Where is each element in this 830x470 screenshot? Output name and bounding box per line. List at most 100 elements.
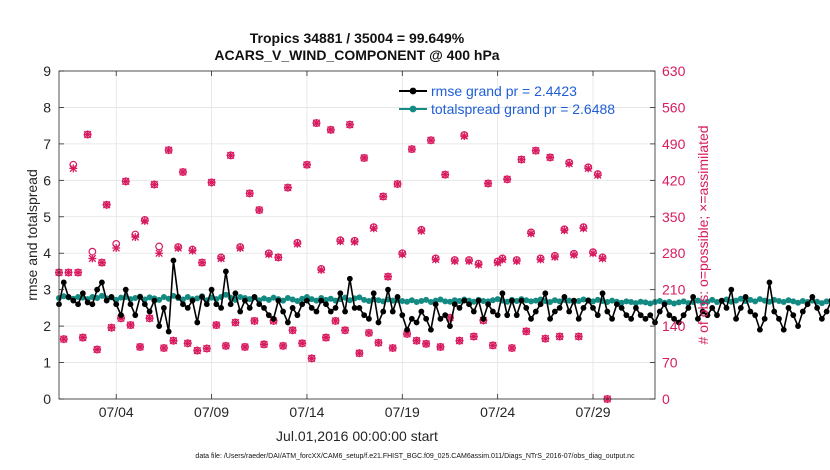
rmse-point — [470, 308, 477, 315]
rmse-point — [513, 312, 520, 319]
obs-assimilated-point — [236, 244, 245, 252]
rmse-point — [370, 290, 377, 297]
rmse-point — [776, 315, 782, 322]
rmse-point — [189, 297, 196, 304]
rmse-point — [780, 326, 787, 333]
obs-assimilated-point — [198, 258, 206, 267]
obs-assimilated-point — [369, 224, 378, 233]
obs-assimilated-mark — [326, 125, 335, 134]
left-tick-label: 1 — [43, 355, 51, 371]
totalspread-point — [780, 299, 787, 306]
obs-assimilated-point — [345, 120, 354, 129]
obs-assimilated-mark — [117, 314, 125, 323]
totalspread-point — [623, 298, 630, 305]
rmse-point — [180, 301, 186, 308]
totalspread-point — [361, 296, 368, 303]
obs-assimilated-point — [460, 132, 469, 141]
rmse-point — [218, 304, 225, 311]
obs-assimilated-mark — [460, 132, 469, 141]
rmse-point — [766, 279, 773, 286]
rmse-point — [604, 308, 611, 315]
obs-assimilated-mark — [393, 180, 402, 188]
obs-assimilated-point — [169, 336, 178, 345]
obs-assimilated-mark — [555, 332, 564, 341]
totalspread-point — [98, 292, 105, 299]
right-tick-label: 210 — [662, 282, 686, 298]
obs-assimilated-point — [131, 233, 140, 242]
obs-assimilated-mark — [527, 229, 535, 238]
obs-assimilated-mark — [360, 153, 369, 162]
totalspread-point — [146, 294, 153, 301]
rmse-point — [308, 304, 315, 311]
rmse-point — [623, 312, 630, 319]
obs-assimilated-point — [78, 333, 87, 342]
rmse-point — [351, 304, 358, 311]
right-tick-label: 630 — [662, 63, 686, 79]
obs-assimilated-mark — [88, 254, 97, 263]
rmse-point — [208, 286, 215, 293]
obs-assimilated-point — [221, 341, 230, 350]
totalspread-point — [580, 296, 587, 303]
rmse-point — [428, 326, 434, 333]
obs-assimilated-point — [527, 229, 535, 238]
rmse-point — [380, 308, 387, 315]
left-tick-label: 0 — [43, 391, 51, 407]
rmse-point — [280, 308, 286, 315]
totalspread-point — [75, 293, 82, 300]
obs-assimilated-point — [302, 160, 311, 169]
data-file-footnote: data file: /Users/raeder/DAI/ATM_forcXX/… — [195, 453, 635, 460]
obs-assimilated-mark — [107, 323, 116, 332]
rmse-point — [132, 312, 139, 319]
obs-assimilated-point — [517, 155, 526, 164]
totalspread-point — [494, 296, 501, 303]
obs-assimilated-mark — [102, 200, 111, 209]
obs-assimilated-mark — [503, 175, 512, 184]
obs-assimilated-point — [574, 332, 583, 341]
obs-assimilated-point — [426, 136, 435, 145]
right-tick-label: 350 — [662, 209, 686, 225]
rmse-point — [113, 301, 120, 308]
left-tick-label: 5 — [43, 209, 51, 225]
rmse-point — [232, 290, 239, 297]
obs-assimilated-mark — [546, 153, 555, 162]
obs-assimilated-mark — [441, 170, 450, 179]
obs-assimilated-mark — [121, 177, 130, 186]
rmse-point — [442, 312, 449, 319]
rmse-point — [60, 279, 67, 286]
rmse-point — [413, 319, 420, 326]
rmse-point — [213, 301, 220, 308]
obs-assimilated-point — [145, 314, 154, 323]
obs-assimilated-mark — [183, 339, 192, 348]
obs-assimilated-point — [336, 237, 345, 246]
obs-assimilated-point — [217, 254, 226, 263]
totalspread-point — [427, 299, 434, 306]
totalspread-point — [399, 297, 406, 304]
obs-assimilated-mark — [202, 344, 211, 353]
rmse-point — [237, 308, 244, 315]
obs-assimilated-mark — [455, 336, 464, 345]
rmse-point — [666, 312, 673, 319]
obs-assimilated-point — [293, 239, 302, 248]
rmse-point — [737, 304, 744, 311]
rmse-point — [704, 312, 711, 319]
obs-assimilated-mark — [298, 339, 307, 348]
x-tick-label: 07/09 — [194, 404, 229, 420]
obs-assimilated-point — [288, 326, 297, 335]
rmse-point — [156, 323, 163, 330]
rmse-point — [637, 312, 644, 319]
rmse-point — [346, 275, 353, 282]
totalspread-point — [375, 297, 382, 304]
obs-assimilated-point — [569, 250, 578, 259]
totalspread-point — [766, 298, 773, 305]
totalspread-point — [737, 295, 744, 302]
rmse-point — [265, 312, 272, 319]
obs-assimilated-mark — [159, 344, 168, 352]
obs-assimilated-mark — [260, 340, 268, 349]
rmse-point — [613, 301, 620, 308]
obs-assimilated-point — [484, 179, 493, 188]
rmse-point — [466, 301, 472, 308]
totalspread-point — [327, 295, 334, 302]
obs-assimilated-point — [531, 146, 540, 155]
obs-assimilated-point — [508, 344, 516, 352]
obs-assimilated-mark — [488, 341, 497, 350]
